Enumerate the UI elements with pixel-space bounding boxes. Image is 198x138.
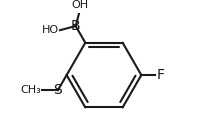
Text: S: S <box>53 83 62 97</box>
Text: F: F <box>156 68 164 82</box>
Text: OH: OH <box>71 0 88 10</box>
Text: B: B <box>71 19 80 33</box>
Text: CH₃: CH₃ <box>20 85 41 95</box>
Text: HO: HO <box>42 25 59 35</box>
